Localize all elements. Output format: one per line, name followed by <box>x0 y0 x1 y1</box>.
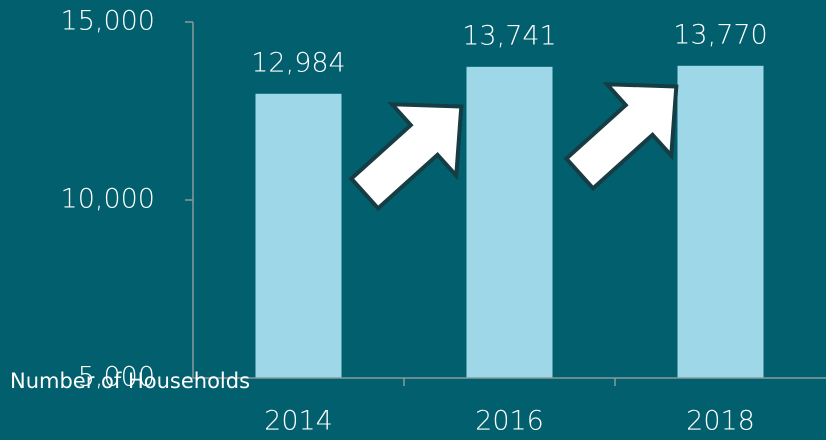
arrow <box>348 102 464 212</box>
arrows <box>348 82 679 212</box>
arrow <box>563 82 679 192</box>
x-tick-label: 2018 <box>686 406 755 437</box>
y-axis-title: Number of Households <box>10 369 250 393</box>
x-tick-label: 2014 <box>264 406 333 437</box>
value-label: 12,984 <box>251 47 345 78</box>
y-tick-label: 15,000 <box>61 6 155 37</box>
x-tick-label: 2016 <box>475 406 544 437</box>
bar <box>466 66 553 378</box>
y-tick-label: 10,000 <box>61 184 155 215</box>
bar <box>677 65 764 379</box>
value-label: 13,741 <box>462 20 556 51</box>
y-tick-label: 5,000 <box>78 362 155 393</box>
bar <box>255 93 342 379</box>
value-label: 13,770 <box>673 19 767 50</box>
